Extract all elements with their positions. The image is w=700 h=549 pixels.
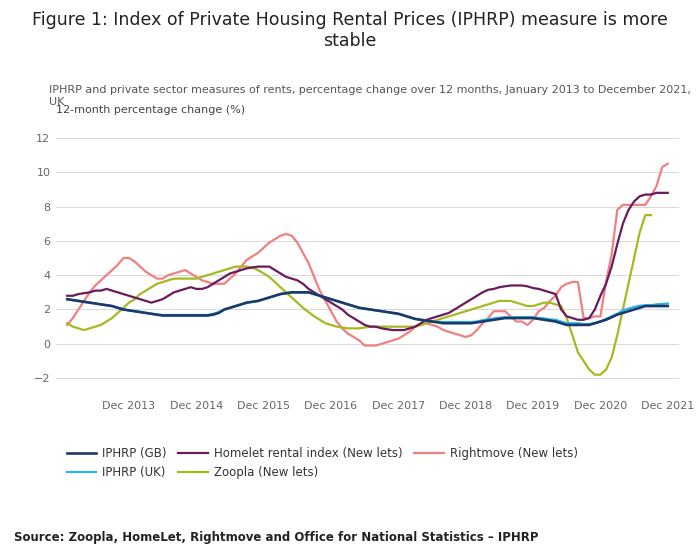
Homelet rental index (New lets) (585, 315, 594, 321)
IPHRP (UK) (602, 316, 610, 322)
IPHRP (UK) (158, 312, 167, 318)
Rightmove (New lets) (585, 315, 594, 321)
Text: IPHRP and private sector measures of rents, percentage change over 12 months, Ja: IPHRP and private sector measures of ren… (49, 85, 691, 107)
Homelet rental index (New lets) (125, 293, 133, 299)
Line: Zoopla (New lets): Zoopla (New lets) (67, 215, 651, 374)
Legend: IPHRP (GB), IPHRP (UK), Homelet rental index (New lets), Zoopla (New lets), Righ: IPHRP (GB), IPHRP (UK), Homelet rental i… (62, 442, 582, 484)
Rightmove (New lets) (63, 322, 71, 328)
IPHRP (GB) (349, 302, 358, 309)
IPHRP (GB) (158, 312, 167, 319)
IPHRP (UK) (546, 316, 554, 323)
Homelet rental index (New lets) (63, 293, 71, 299)
Rightmove (New lets) (125, 255, 133, 261)
IPHRP (UK) (664, 300, 672, 307)
IPHRP (GB) (563, 322, 571, 328)
Rightmove (New lets) (658, 164, 666, 170)
Line: IPHRP (UK): IPHRP (UK) (67, 292, 668, 324)
Zoopla (New lets) (158, 279, 167, 285)
IPHRP (UK) (591, 320, 599, 327)
Homelet rental index (New lets) (546, 289, 554, 295)
Zoopla (New lets) (63, 320, 71, 327)
Homelet rental index (New lets) (389, 327, 397, 333)
Rightmove (New lets) (344, 330, 352, 337)
IPHRP (GB) (288, 289, 296, 295)
IPHRP (GB) (591, 320, 599, 327)
Text: 12-month percentage change (%): 12-month percentage change (%) (56, 105, 245, 115)
Homelet rental index (New lets) (652, 189, 661, 196)
Homelet rental index (New lets) (344, 311, 352, 318)
IPHRP (GB) (546, 317, 554, 324)
Homelet rental index (New lets) (596, 293, 605, 299)
IPHRP (UK) (63, 296, 71, 302)
Zoopla (New lets) (540, 299, 549, 306)
IPHRP (UK) (349, 302, 358, 309)
Line: Homelet rental index (New lets): Homelet rental index (New lets) (67, 193, 668, 330)
Line: Rightmove (New lets): Rightmove (New lets) (67, 164, 668, 345)
Rightmove (New lets) (360, 342, 369, 349)
Rightmove (New lets) (664, 160, 672, 167)
IPHRP (UK) (580, 321, 588, 327)
IPHRP (GB) (125, 307, 133, 313)
Text: Figure 1: Index of Private Housing Rental Prices (IPHRP) measure is more
stable: Figure 1: Index of Private Housing Renta… (32, 11, 668, 50)
Zoopla (New lets) (580, 358, 588, 365)
Homelet rental index (New lets) (158, 296, 167, 302)
Text: Source: Zoopla, HomeLet, Rightmove and Office for National Statistics – IPHRP: Source: Zoopla, HomeLet, Rightmove and O… (14, 530, 538, 544)
Homelet rental index (New lets) (664, 189, 672, 196)
IPHRP (GB) (664, 302, 672, 309)
IPHRP (UK) (125, 307, 133, 313)
Rightmove (New lets) (546, 298, 554, 304)
IPHRP (UK) (288, 289, 296, 295)
Rightmove (New lets) (158, 275, 167, 282)
Line: IPHRP (GB): IPHRP (GB) (67, 292, 668, 325)
IPHRP (GB) (63, 296, 71, 302)
IPHRP (GB) (602, 316, 610, 323)
Zoopla (New lets) (344, 325, 352, 332)
Zoopla (New lets) (125, 299, 133, 306)
